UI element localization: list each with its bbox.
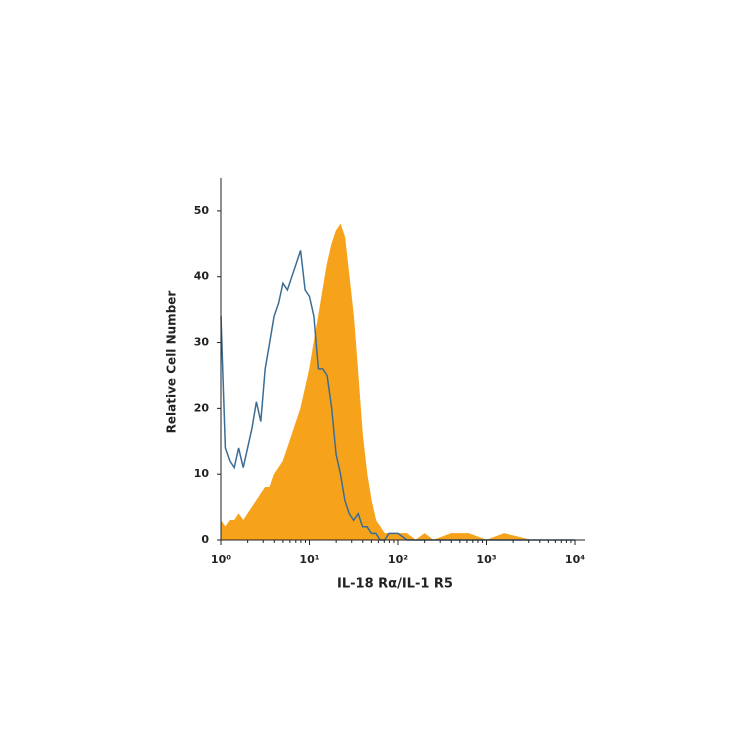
y-tick-label: 20 (194, 401, 210, 414)
x-axis-title: IL-18 Rα/IL-1 R5 (337, 577, 453, 592)
y-tick-label: 10 (194, 467, 210, 480)
y-tick-label: 0 (201, 533, 209, 546)
y-tick-label: 50 (194, 204, 210, 217)
x-tick-label: 10¹ (299, 553, 319, 566)
y-tick-label: 30 (194, 336, 210, 349)
y-tick-label: 40 (194, 270, 210, 283)
histogram-area (220, 223, 575, 541)
x-tick-label: 10² (388, 553, 408, 566)
x-tick-label: 10⁴ (565, 553, 585, 566)
x-tick-label: 10⁰ (211, 553, 231, 566)
y-axis-title: Relative Cell Number (165, 291, 179, 434)
x-tick-label: 10³ (476, 553, 496, 566)
